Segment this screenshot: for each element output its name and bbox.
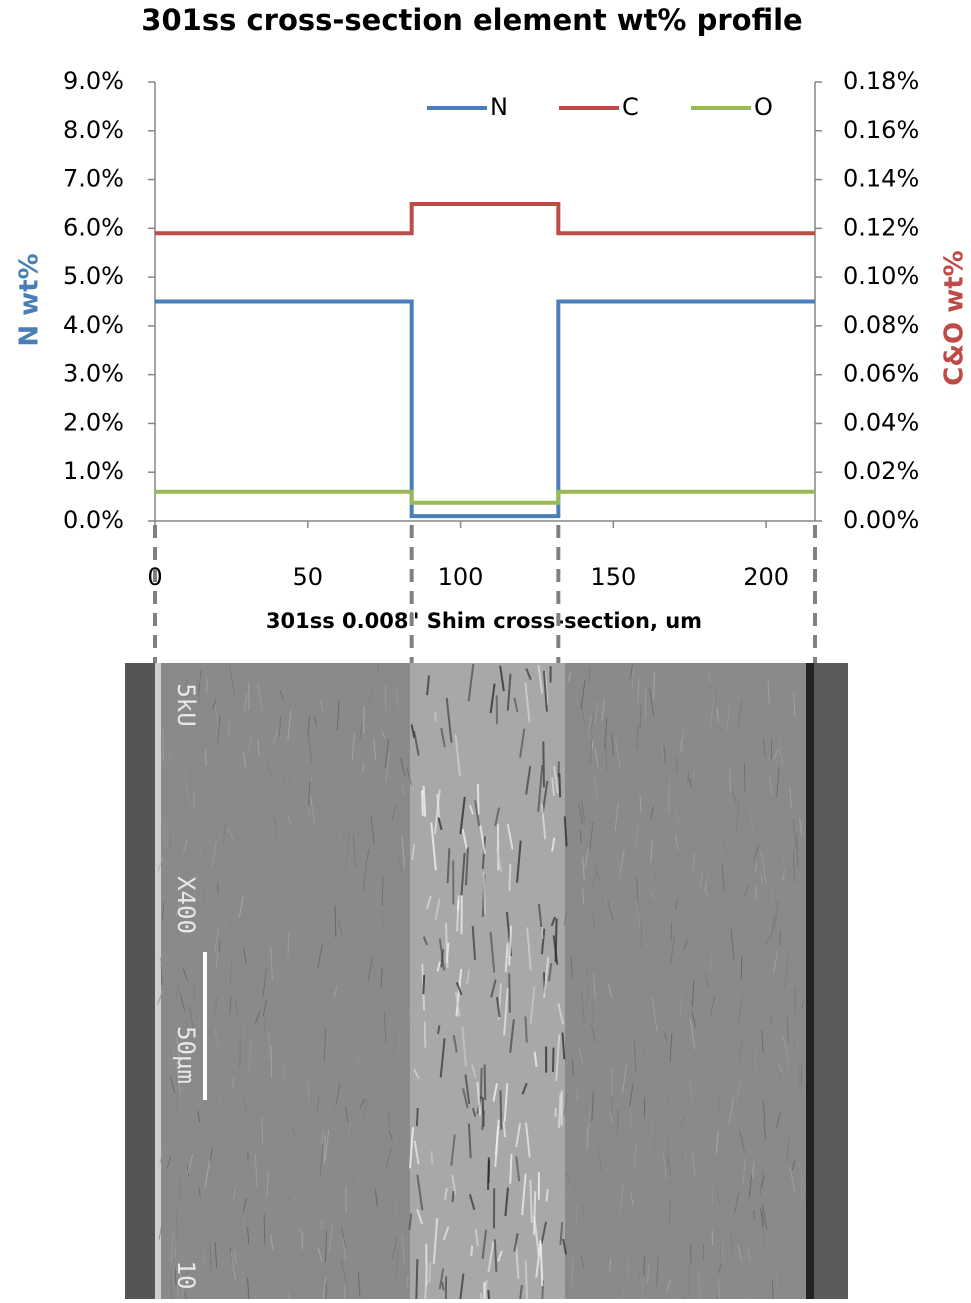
y-axis-label: N wt% <box>15 253 45 346</box>
y-tick-label: 2.0% <box>63 408 124 436</box>
texture <box>488 1157 489 1189</box>
center-band <box>410 663 565 1299</box>
x-tick-label: 100 <box>438 563 484 591</box>
series-line <box>155 302 815 517</box>
texture <box>553 1048 554 1072</box>
texture <box>510 1154 511 1184</box>
texture <box>397 1247 398 1277</box>
texture <box>645 1173 646 1194</box>
series-line <box>155 492 815 503</box>
y-tick-label: 9.0% <box>63 67 124 95</box>
y2-tick-label: 0.12% <box>843 213 919 241</box>
texture <box>423 975 424 994</box>
texture <box>422 790 423 816</box>
texture <box>291 901 292 929</box>
texture <box>358 1161 359 1184</box>
texture <box>671 921 672 940</box>
texture <box>756 886 757 899</box>
texture <box>264 1214 265 1245</box>
micrograph-label: 10 <box>172 1261 200 1290</box>
texture <box>430 1263 431 1283</box>
micrograph-label: X400 <box>172 876 200 934</box>
texture <box>500 1090 501 1129</box>
x-tick-label: 50 <box>293 563 324 591</box>
texture <box>543 742 544 788</box>
texture <box>509 864 510 891</box>
x-tick-label: 200 <box>743 563 789 591</box>
texture <box>776 1269 777 1294</box>
texture <box>577 1204 578 1226</box>
y-tick-label: 6.0% <box>63 213 124 241</box>
texture <box>542 927 543 939</box>
texture <box>712 1180 713 1211</box>
texture <box>559 773 560 797</box>
y-tick-label: 0.0% <box>63 506 124 534</box>
texture <box>481 1068 482 1099</box>
texture <box>800 1067 801 1093</box>
texture <box>385 685 386 710</box>
texture <box>302 1236 303 1249</box>
x-tick-label: 150 <box>590 563 636 591</box>
y-tick-label: 5.0% <box>63 262 124 290</box>
chart-title: 301ss cross-section element wt% profile <box>141 3 802 37</box>
texture <box>546 1189 547 1202</box>
micrograph-label: 50µm <box>172 1026 200 1084</box>
texture <box>453 1191 454 1202</box>
y-tick-label: 1.0% <box>63 457 124 485</box>
y-tick-label: 3.0% <box>63 360 124 388</box>
y-tick-label: 4.0% <box>63 311 124 339</box>
texture <box>471 1246 472 1256</box>
legend-label: N <box>490 93 508 121</box>
texture <box>425 1022 426 1048</box>
y2-tick-label: 0.18% <box>843 67 919 95</box>
y2-tick-label: 0.08% <box>843 311 919 339</box>
scale-bar <box>203 952 207 1100</box>
y2-tick-label: 0.10% <box>843 262 919 290</box>
texture <box>719 1093 720 1114</box>
texture <box>458 900 459 911</box>
series-line <box>155 204 815 233</box>
x-axis-label: 301ss 0.008" Shim cross-section, um <box>266 609 702 633</box>
y-tick-label: 7.0% <box>63 165 124 193</box>
edge-band <box>155 663 161 1299</box>
texture <box>416 1259 417 1299</box>
y2-tick-label: 0.16% <box>843 116 919 144</box>
y-tick-label: 8.0% <box>63 116 124 144</box>
texture <box>509 973 510 1012</box>
y2-tick-label: 0.02% <box>843 457 919 485</box>
legend-label: C <box>622 93 639 121</box>
texture <box>719 1281 720 1299</box>
texture <box>218 883 219 893</box>
y2-axis-label: C&O wt% <box>940 250 970 385</box>
legend-label: O <box>754 93 773 121</box>
texture <box>722 1239 723 1258</box>
texture <box>530 1180 531 1223</box>
y2-tick-label: 0.06% <box>843 360 919 388</box>
texture <box>244 1025 245 1038</box>
texture <box>744 762 745 793</box>
texture <box>486 1279 487 1297</box>
y2-tick-label: 0.04% <box>843 408 919 436</box>
micrograph: 5kU X400 50µm 10 <box>125 663 848 1299</box>
edge-band <box>125 663 155 1299</box>
texture <box>644 1256 645 1277</box>
y2-tick-label: 0.00% <box>843 506 919 534</box>
texture <box>689 1275 690 1295</box>
texture <box>485 1065 486 1101</box>
micrograph-label: 5kU <box>172 683 200 726</box>
texture <box>431 1151 432 1164</box>
texture <box>478 784 479 815</box>
texture <box>637 726 638 749</box>
y2-tick-label: 0.14% <box>843 165 919 193</box>
texture <box>417 1108 418 1126</box>
edge-band <box>806 663 814 1299</box>
